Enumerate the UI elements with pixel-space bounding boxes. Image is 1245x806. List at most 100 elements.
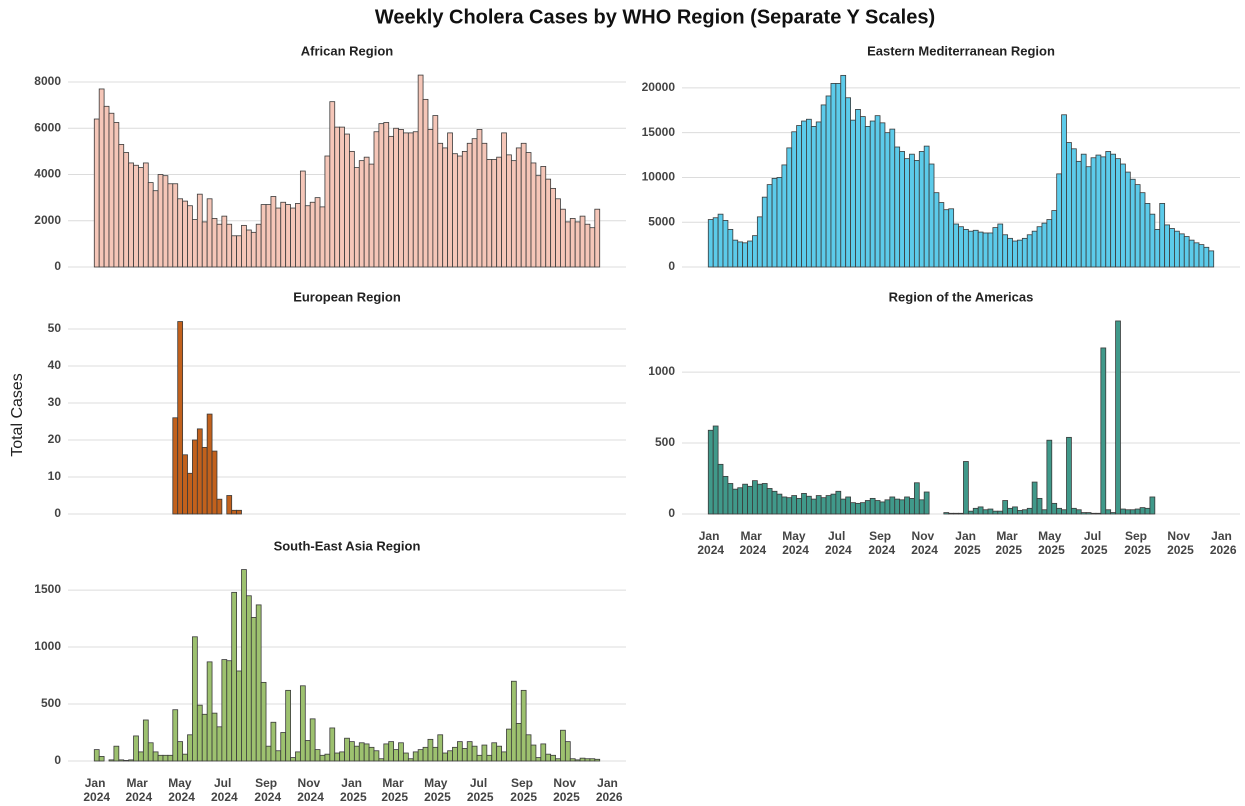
- bar: [860, 502, 866, 515]
- bar: [584, 758, 591, 762]
- panel-title: African Region: [301, 43, 394, 58]
- bar: [506, 154, 512, 268]
- bar: [712, 217, 719, 268]
- bar: [953, 512, 959, 515]
- bar: [530, 744, 537, 762]
- x-tick-label: Jul 2024: [825, 529, 852, 557]
- y-tick-label: 10000: [642, 170, 676, 184]
- bar: [108, 112, 115, 268]
- bar: [1041, 509, 1048, 515]
- bar: [437, 142, 444, 268]
- x-tick-month: Mar: [740, 529, 765, 543]
- bar: [928, 163, 935, 268]
- bar: [830, 493, 837, 515]
- bar: [1085, 512, 1092, 515]
- bar: [152, 751, 159, 762]
- bar: [118, 759, 125, 762]
- bar: [574, 221, 581, 268]
- bar: [334, 126, 341, 268]
- y-tick-label: 10: [48, 469, 62, 483]
- bar: [899, 499, 905, 515]
- bar: [913, 160, 920, 268]
- bar: [1071, 148, 1077, 268]
- panel-title: Eastern Mediterranean Region: [867, 43, 1055, 58]
- bar: [555, 758, 561, 762]
- bar: [540, 743, 547, 762]
- x-tick-label: May 2025: [1038, 529, 1065, 557]
- bar: [1208, 250, 1215, 268]
- bar: [1021, 237, 1028, 268]
- bar: [997, 510, 1004, 515]
- bar: [722, 475, 729, 515]
- bar: [1188, 239, 1195, 268]
- x-tick-year: 2025: [340, 790, 367, 804]
- bar: [1051, 502, 1058, 515]
- bar: [707, 429, 714, 515]
- x-tick-month: May: [1038, 529, 1065, 543]
- x-tick-month: Jul: [470, 776, 491, 790]
- bar: [491, 742, 498, 762]
- bar: [358, 742, 365, 762]
- bar: [265, 745, 272, 762]
- bar: [196, 193, 203, 268]
- bar: [850, 502, 856, 515]
- bar: [481, 142, 488, 268]
- bar: [329, 727, 336, 762]
- bar: [1041, 222, 1048, 268]
- bar: [226, 495, 233, 515]
- y-tick-label: 1000: [34, 639, 61, 653]
- bar: [98, 756, 105, 762]
- bar: [506, 728, 512, 762]
- bar: [103, 105, 110, 268]
- bar: [1174, 230, 1180, 268]
- bar: [933, 192, 940, 268]
- bar: [319, 206, 326, 268]
- x-tick-month: Nov: [1167, 529, 1193, 543]
- bar: [481, 744, 488, 762]
- bar: [447, 750, 453, 762]
- bar: [545, 753, 552, 762]
- y-tick-label: 0: [54, 506, 61, 520]
- bar: [299, 170, 306, 268]
- bar: [899, 151, 905, 268]
- y-tick-label: 0: [54, 753, 61, 767]
- y-tick-label: 500: [655, 435, 675, 449]
- bar: [1100, 347, 1107, 515]
- bar: [172, 183, 179, 268]
- bar: [1066, 436, 1072, 515]
- bar: [564, 221, 571, 268]
- bar: [270, 196, 277, 268]
- y-tick-label: 5000: [648, 214, 675, 228]
- x-tick-month: Mar: [382, 776, 407, 790]
- bar: [791, 131, 798, 268]
- x-tick-year: 2024: [168, 790, 195, 804]
- bar: [825, 95, 832, 268]
- bar: [211, 450, 218, 515]
- bar: [1144, 203, 1151, 268]
- bar: [958, 512, 964, 515]
- bar: [972, 229, 979, 268]
- bar: [958, 226, 964, 268]
- bar: [801, 120, 807, 268]
- bar: [845, 496, 851, 515]
- bar: [368, 163, 375, 268]
- bar: [525, 152, 532, 268]
- bar: [938, 202, 945, 268]
- bar: [1066, 142, 1072, 268]
- bar: [358, 160, 365, 268]
- bar: [771, 177, 778, 268]
- bar: [1075, 160, 1082, 268]
- bar: [260, 681, 267, 762]
- x-tick-year: 2024: [297, 790, 324, 804]
- bar: [1149, 213, 1156, 268]
- bar: [363, 743, 370, 762]
- y-tick-label: 0: [54, 259, 61, 273]
- bar: [324, 753, 331, 762]
- bar: [442, 752, 448, 762]
- bar: [796, 497, 802, 515]
- bar: [452, 153, 458, 268]
- x-tick-year: 2025: [1081, 543, 1108, 557]
- bar: [1129, 178, 1136, 268]
- bar: [466, 741, 473, 762]
- bar: [761, 196, 768, 268]
